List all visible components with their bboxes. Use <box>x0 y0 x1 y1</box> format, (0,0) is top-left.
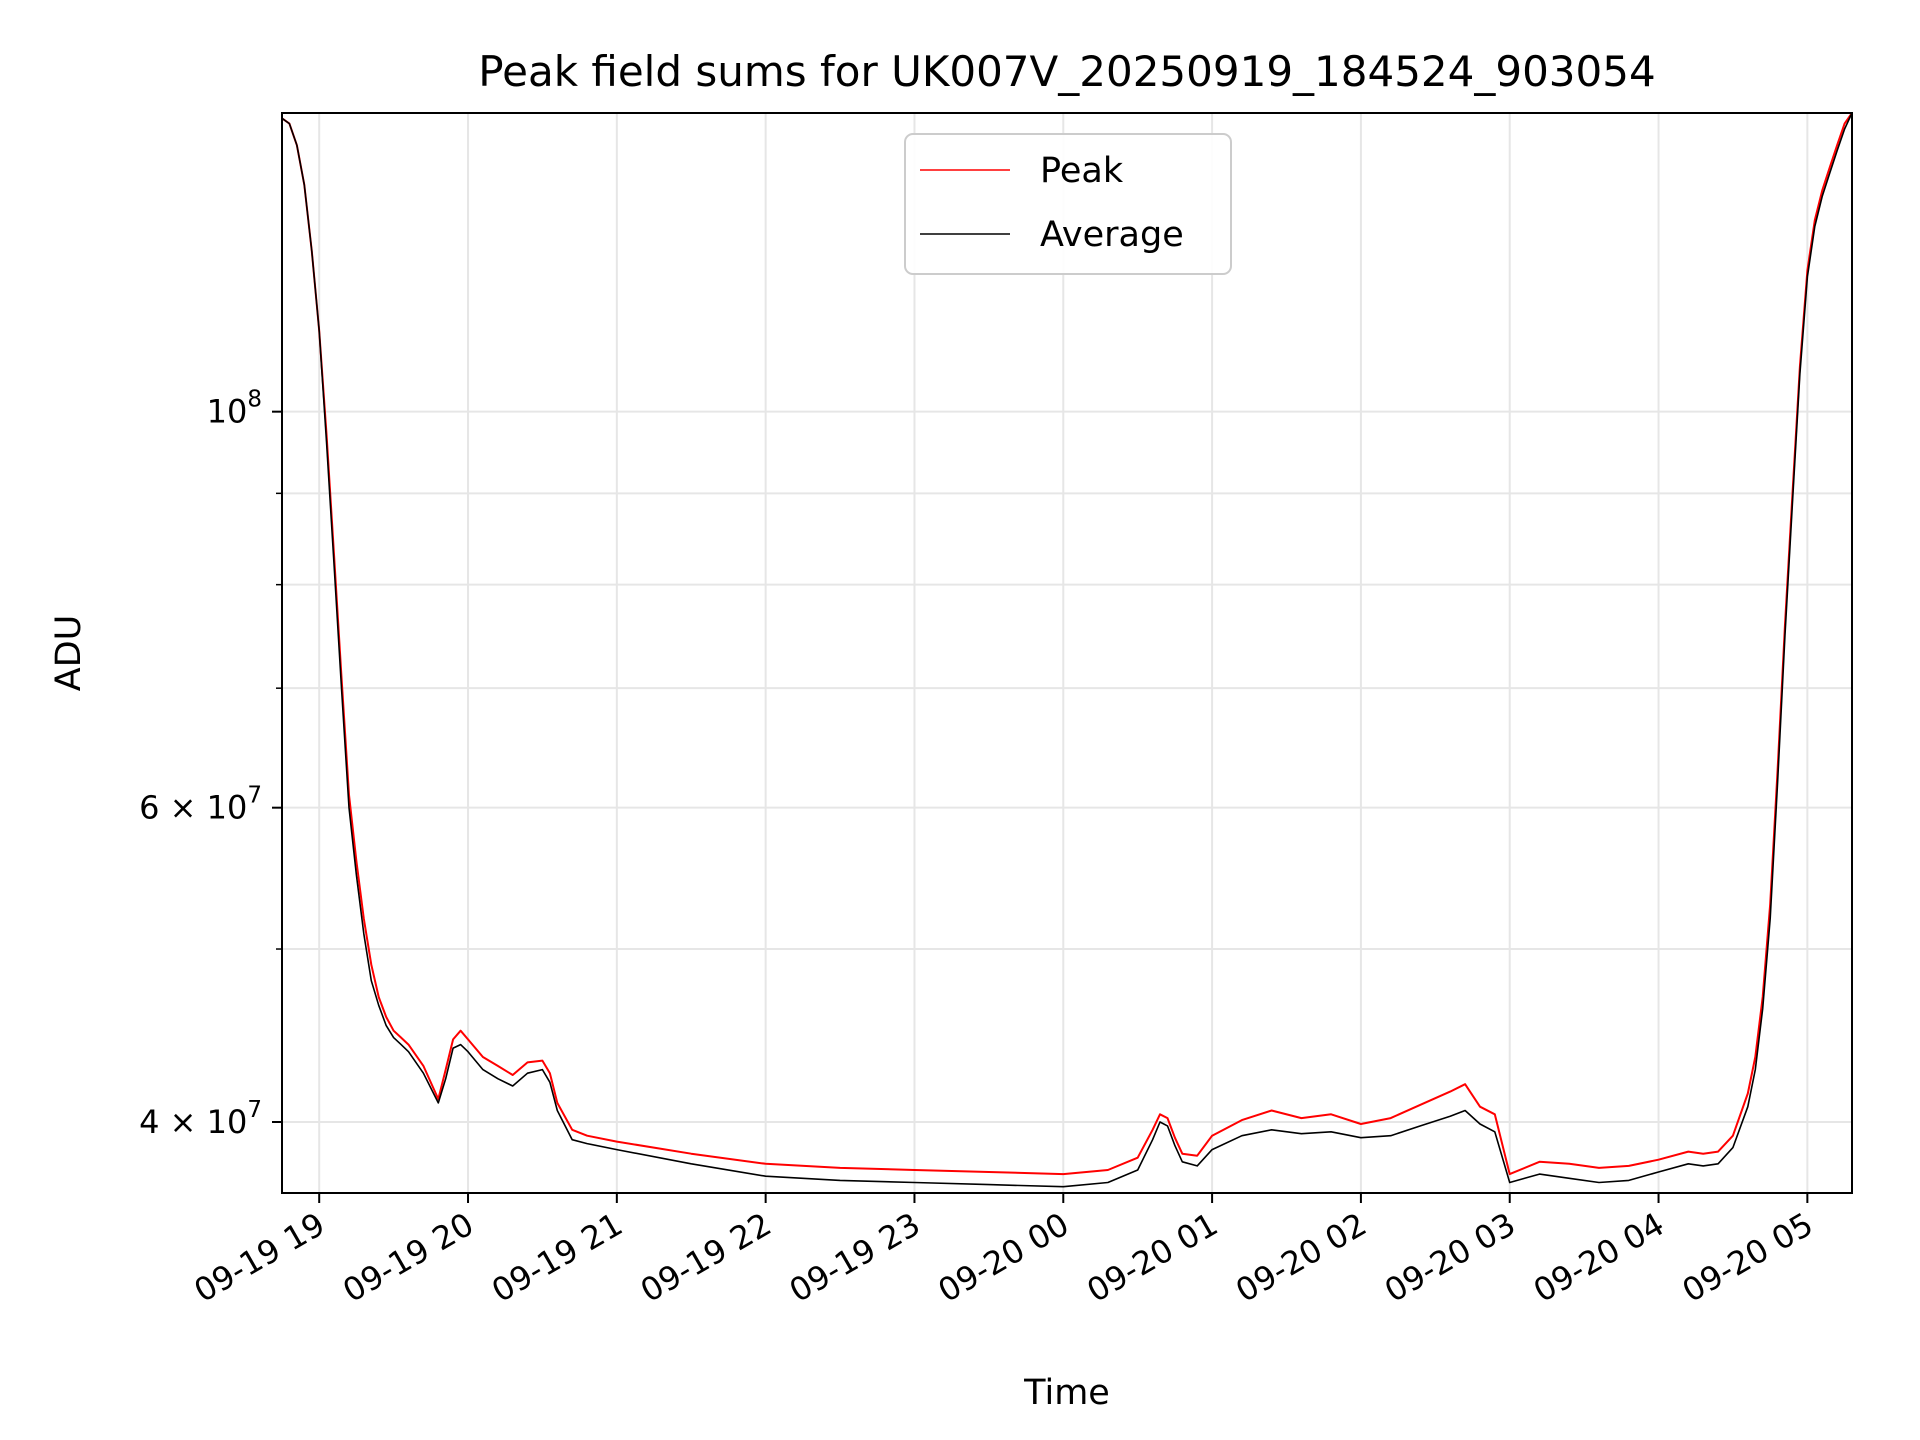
series-layer <box>281 112 1853 1188</box>
legend-label-average: Average <box>1040 215 1184 255</box>
y-tick-label: 4 × 107 <box>139 1097 262 1141</box>
legend-label-peak: Peak <box>1040 151 1124 191</box>
chart-title: Peak field sums for UK007V_20250919_1845… <box>478 47 1655 96</box>
grid <box>282 113 1852 1193</box>
x-axis-label: Time <box>1023 1373 1110 1413</box>
legend-box <box>904 133 1232 275</box>
plot-area <box>282 113 1852 1193</box>
series-line-peak <box>281 112 1853 1176</box>
plot-frame <box>281 112 1853 1194</box>
y-axis-label: ADU <box>49 615 89 692</box>
y-tick-label: 6 × 107 <box>139 783 262 827</box>
legend: Peak Average <box>904 133 1232 275</box>
series-line-average <box>281 112 1853 1188</box>
